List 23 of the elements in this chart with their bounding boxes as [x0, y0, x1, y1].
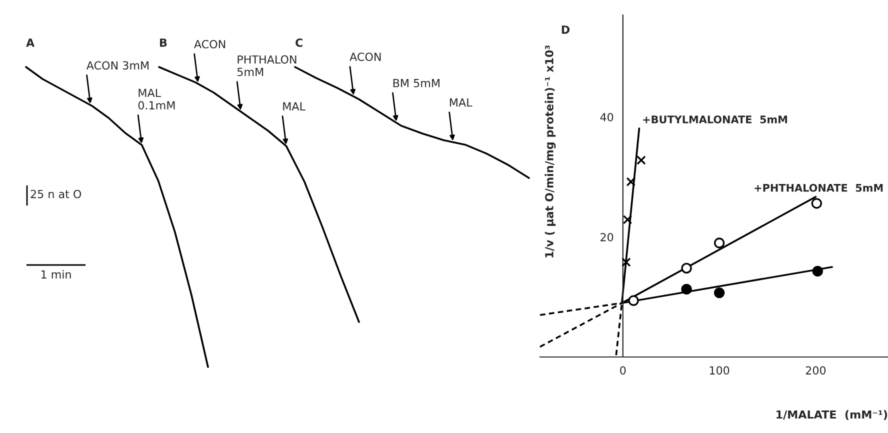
annotation: 25 n at O [30, 190, 82, 198]
annotation: MAL [450, 98, 472, 107]
series-label: +BUTYLMALONATE 5mM [643, 116, 787, 124]
y-axis-title: 1/v ( µat O/min/mg protein)⁻¹ x10³ [544, 46, 556, 258]
y-tick-label: 20 [600, 232, 614, 242]
annotation: 1 min [41, 270, 71, 278]
x-tick-label: 200 [806, 366, 826, 375]
series-label: +PHTHALONATE 5mM [754, 184, 883, 192]
annotation: MAL 0.1mM [138, 88, 175, 110]
chart-title: C [296, 38, 302, 47]
chart-title: A [26, 38, 35, 47]
annotation: MAL [283, 102, 306, 110]
annotation: ACON 3mM [86, 61, 149, 70]
text: D [562, 26, 570, 34]
y-tick-label: 40 [600, 112, 614, 122]
x-axis-title: 1/MALATE (mM⁻¹) [776, 410, 888, 420]
chart-title: B [160, 38, 167, 47]
x-tick-label: 0 [620, 366, 626, 375]
annotation: BM 5mM [393, 79, 440, 88]
annotation: PHTHALON 5mM [238, 55, 296, 76]
x-tick-label: 100 [710, 366, 730, 375]
text: ACON [194, 40, 226, 48]
text: ACON [350, 52, 381, 62]
